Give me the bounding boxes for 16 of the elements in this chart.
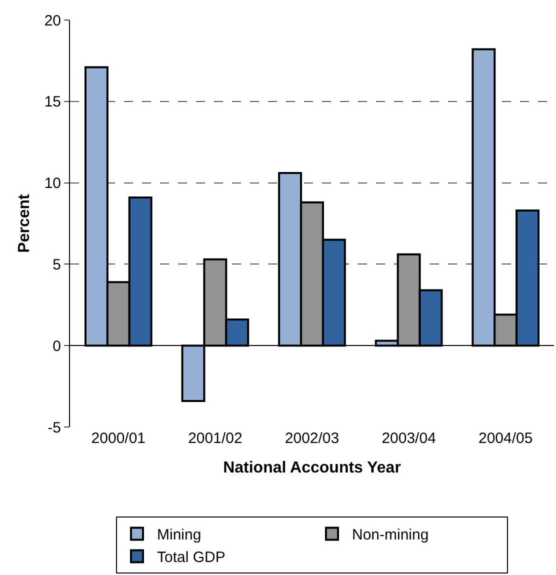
x-tick-label: 2004/05 — [478, 430, 533, 447]
y-tick-label: 10 — [44, 175, 61, 192]
y-tick-label: 0 — [52, 338, 61, 355]
x-tick-label: 2001/02 — [188, 430, 242, 447]
y-tick-label: 20 — [44, 12, 61, 30]
legend-label: Mining — [157, 526, 202, 544]
legend-label: Total GDP — [157, 549, 226, 566]
x-axis-title: National Accounts Year — [223, 460, 401, 477]
x-tick-label: 2000/01 — [91, 430, 146, 447]
x-tick-label: 2003/04 — [382, 430, 436, 447]
y-tick-label: 5 — [52, 256, 61, 274]
y-axis-title: Percent — [16, 193, 34, 253]
y-tick-label: 15 — [44, 94, 61, 111]
legend-label: Non-mining — [352, 526, 429, 544]
x-tick-label: 2002/03 — [284, 430, 340, 447]
y-tick-label: -5 — [48, 419, 61, 436]
